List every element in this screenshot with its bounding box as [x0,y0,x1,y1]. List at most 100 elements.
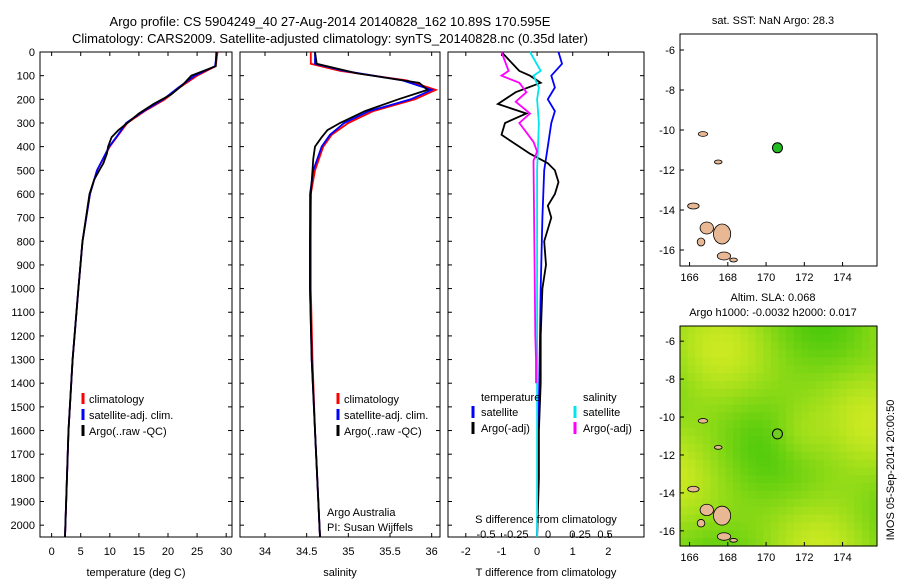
sla-cell [710,357,719,366]
sla-cell [695,436,704,445]
sla-cell [702,349,711,359]
sla-cell [854,451,863,461]
sla-cell [680,467,689,476]
sla-cell [702,436,711,445]
sla-cell [740,341,749,351]
sla-cell [854,412,863,421]
x-tick-label: 20 [162,546,174,558]
sla-cell [778,381,787,390]
sla-cell [816,467,825,476]
legend-title-salinity: salinity [583,392,617,404]
sla-cell [786,365,795,374]
sla-cell [846,506,855,516]
sla-cell [786,373,795,382]
sla-cell [710,522,719,531]
island [713,505,732,526]
sla-cell [793,388,802,398]
x-tick-label-secondary: -0.5 [477,529,496,541]
sla-cell [846,396,855,406]
legend-label: satellite-adj. clim. [344,410,428,422]
sla-cell [748,459,757,469]
sla-cell [808,412,817,421]
sla-cell [763,388,772,398]
sla-cell [717,475,727,484]
sla-cell [839,506,848,516]
sla-cell [702,522,711,531]
series-line-salinity-argo-adj- [499,51,539,384]
island [716,251,732,261]
sla-cell [748,443,757,453]
sla-cell [680,357,689,366]
sla-cell [702,498,711,508]
x-axis-label: T difference from climatology [476,567,617,579]
sla-cell [770,373,780,382]
x-tick-label: 30 [220,546,232,558]
x-tick-label-secondary: -0.25 [503,529,528,541]
x-axis-label-secondary: S difference from climatology [475,514,617,526]
sla-cell [763,475,772,484]
sla-cell [710,381,719,390]
island [713,223,732,245]
sla-cell [717,538,727,547]
sla-cell [861,388,870,398]
island [696,237,706,247]
sla-cell [801,436,810,445]
sla-cell [748,388,757,398]
sla-cell [824,491,833,500]
sla-cell [740,483,749,492]
sla-cell [725,420,734,429]
sla-cell [846,475,855,484]
sla-cell [824,357,833,366]
sla-cell [861,451,870,461]
sla-cell [831,451,840,461]
sla-cell [793,467,802,476]
map-sla-map [679,325,878,547]
sla-cell [869,436,878,445]
sla-cell [786,475,795,484]
sla-cell [778,483,787,492]
island [687,485,700,493]
sla-cell [869,373,878,382]
sla-cell [695,333,704,343]
sla-cell [808,506,817,516]
sla-cell [710,428,719,437]
sla-cell [824,349,833,359]
sla-cell [680,428,689,437]
sla-cell [861,514,870,524]
series-line-argo-raw-qc- [64,51,218,538]
sla-cell [869,412,878,421]
sla-cell [839,530,848,539]
sla-cell [710,412,719,421]
sla-cell [831,514,840,524]
sla-cell [755,467,764,476]
sla-cell [793,475,802,484]
sla-cell [725,412,734,421]
sla-cell [702,404,711,414]
sla-cell [816,404,825,414]
sla-cell [816,451,825,461]
x-tick-label-secondary: 0 [545,529,551,541]
sla-cell [831,436,840,445]
sla-cell [717,333,727,343]
sla-cell [846,412,855,421]
sla-cell [702,514,711,524]
sla-cell [846,428,855,437]
sla-cell [801,491,810,500]
sla-cell [687,365,696,374]
sla-cell [755,522,764,531]
series-line-climatology [64,51,219,538]
sla-cell [770,491,780,500]
island [699,221,714,235]
sla-cell [786,396,795,406]
sla-cell [869,467,878,476]
sla-cell [808,436,817,445]
map-y-tick-label: -16 [659,526,675,538]
sla-cell [778,373,787,382]
sla-cell [854,326,863,335]
sla-cell [680,412,689,421]
island [729,538,738,543]
sla-cell [786,436,795,445]
sla-cell [778,498,787,508]
sla-cell [808,333,817,343]
sla-cell [755,483,764,492]
